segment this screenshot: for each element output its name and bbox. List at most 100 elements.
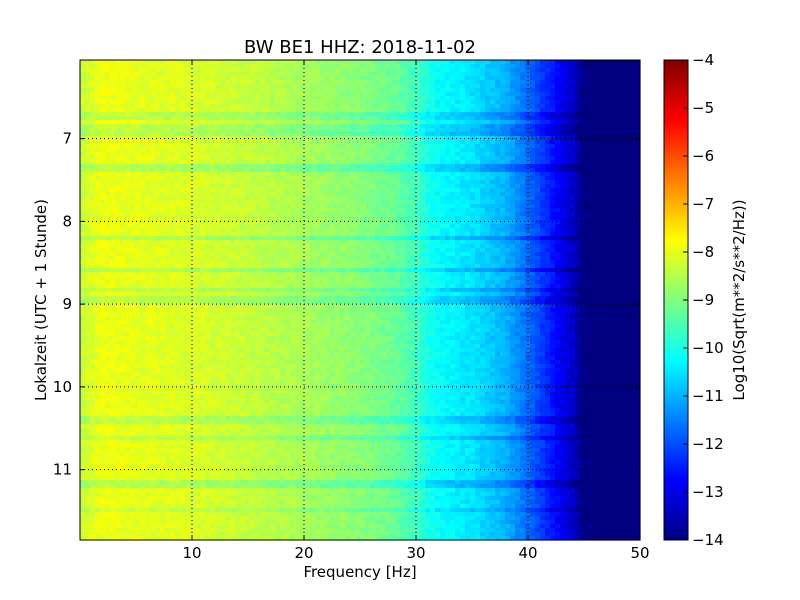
spectrogram-cell xyxy=(365,92,371,97)
spectrogram-cell xyxy=(80,96,86,101)
spectrogram-cell xyxy=(220,96,226,101)
spectrogram-cell xyxy=(535,228,541,233)
spectrogram-cell xyxy=(560,128,566,133)
spectrogram-cell xyxy=(150,152,156,157)
spectrogram-cell xyxy=(315,120,321,125)
spectrogram-cell xyxy=(615,68,621,73)
spectrogram-cell xyxy=(305,212,311,217)
spectrogram-cell xyxy=(340,172,346,177)
spectrogram-cell xyxy=(300,96,306,101)
spectrogram-cell xyxy=(325,72,331,77)
spectrogram-cell xyxy=(335,208,341,213)
spectrogram-cell xyxy=(505,64,511,69)
spectrogram-cell xyxy=(135,168,141,173)
spectrogram-cell xyxy=(485,124,491,129)
spectrogram-cell xyxy=(435,212,441,217)
spectrogram-cell xyxy=(95,128,101,133)
spectrogram-cell xyxy=(165,228,171,233)
spectrogram-cell xyxy=(220,88,226,93)
spectrogram-cell xyxy=(190,176,196,181)
spectrogram-cell xyxy=(420,148,426,153)
spectrogram-cell xyxy=(220,104,226,109)
spectrogram-cell xyxy=(420,100,426,105)
spectrogram-cell xyxy=(475,76,481,81)
spectrogram-cell xyxy=(220,124,226,129)
spectrogram-cell xyxy=(515,104,521,109)
spectrogram-cell xyxy=(335,224,341,229)
spectrogram-cell xyxy=(295,184,301,189)
spectrogram-cell xyxy=(620,60,626,65)
spectrogram-cell xyxy=(440,180,446,185)
spectrogram-cell xyxy=(100,196,106,201)
spectrogram-cell xyxy=(510,144,516,149)
spectrogram-cell xyxy=(265,236,271,241)
spectrogram-cell xyxy=(505,140,511,145)
spectrogram-cell xyxy=(190,168,196,173)
spectrogram-cell xyxy=(140,96,146,101)
spectrogram-cell xyxy=(95,176,101,181)
spectrogram-cell xyxy=(540,160,546,165)
spectrogram-cell xyxy=(130,236,136,241)
spectrogram-cell xyxy=(465,112,471,117)
spectrogram-cell xyxy=(290,172,296,177)
spectrogram-cell xyxy=(400,96,406,101)
spectrogram-cell xyxy=(275,192,281,197)
spectrogram-cell xyxy=(550,204,556,209)
spectrogram-cell xyxy=(565,72,571,77)
spectrogram-cell xyxy=(465,84,471,89)
spectrogram-cell xyxy=(385,216,391,221)
spectrogram-cell xyxy=(580,72,586,77)
spectrogram-cell xyxy=(220,224,226,229)
spectrogram-cell xyxy=(305,188,311,193)
spectrogram-cell xyxy=(315,208,321,213)
spectrogram-cell xyxy=(590,232,596,237)
spectrogram-cell xyxy=(465,64,471,69)
spectrogram-cell xyxy=(300,144,306,149)
spectrogram-cell xyxy=(90,100,96,105)
spectrogram-cell xyxy=(260,204,266,209)
spectrogram-cell xyxy=(385,228,391,233)
spectrogram-cell xyxy=(320,220,326,225)
spectrogram-cell xyxy=(625,176,631,181)
spectrogram-cell xyxy=(525,140,531,145)
spectrogram-cell xyxy=(420,160,426,165)
spectrogram-cell xyxy=(380,112,386,117)
spectrogram-cell xyxy=(625,204,631,209)
spectrogram-cell xyxy=(345,160,351,165)
spectrogram-cell xyxy=(375,100,381,105)
spectrogram-cell xyxy=(425,172,431,177)
spectrogram-cell xyxy=(255,108,261,113)
spectrogram-cell xyxy=(130,164,136,169)
spectrogram-cell xyxy=(315,84,321,89)
spectrogram-cell xyxy=(175,232,181,237)
spectrogram-cell xyxy=(180,124,186,129)
spectrogram-cell xyxy=(540,68,546,73)
spectrogram-cell xyxy=(375,164,381,169)
spectrogram-cell xyxy=(100,136,106,141)
spectrogram-cell xyxy=(385,72,391,77)
spectrogram-cell xyxy=(115,60,121,65)
spectrogram-cell xyxy=(255,216,261,221)
spectrogram-cell xyxy=(95,156,101,161)
spectrogram-cell xyxy=(185,216,191,221)
spectrogram-cell xyxy=(235,120,241,125)
spectrogram-cell xyxy=(280,124,286,129)
spectrogram-cell xyxy=(370,164,376,169)
spectrogram-cell xyxy=(120,224,126,229)
spectrogram-cell xyxy=(510,156,516,161)
spectrogram-cell xyxy=(215,212,221,217)
spectrogram-cell xyxy=(335,100,341,105)
spectrogram-cell xyxy=(575,88,581,93)
spectrogram-cell xyxy=(435,220,441,225)
spectrogram-cell xyxy=(430,192,436,197)
spectrogram-cell xyxy=(380,188,386,193)
spectrogram-cell xyxy=(280,200,286,205)
spectrogram-cell xyxy=(325,108,331,113)
spectrogram-cell xyxy=(90,132,96,137)
spectrogram-cell xyxy=(345,164,351,169)
spectrogram-cell xyxy=(490,80,496,85)
spectrogram-cell xyxy=(140,148,146,153)
spectrogram-cell xyxy=(220,216,226,221)
spectrogram-cell xyxy=(290,120,296,125)
spectrogram-cell xyxy=(630,84,636,89)
